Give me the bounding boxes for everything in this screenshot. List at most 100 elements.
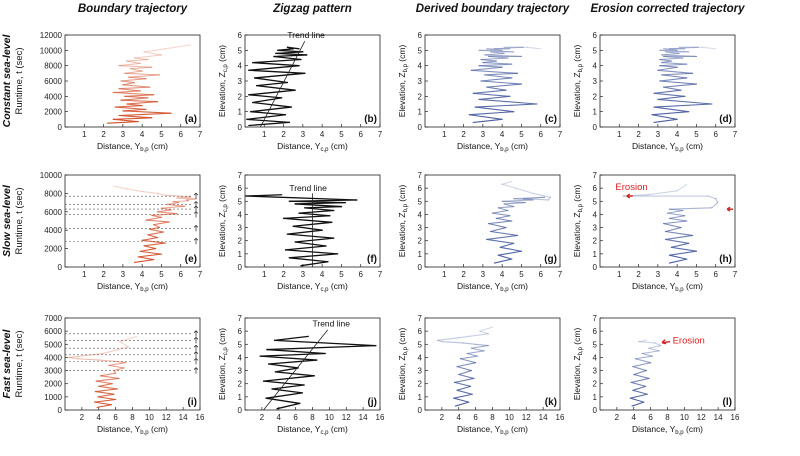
x-tick-label: 14 (359, 413, 368, 422)
panel-h: 1 2 3 4 5 6 7 0 1 2 3 4 5 6 7 Distance, Yb,p (cm) Elevat… (572, 171, 738, 293)
plot-frame (424, 317, 561, 411)
series-segment (96, 404, 112, 408)
series-segment (707, 195, 717, 200)
x-tick-label: 4 (140, 130, 145, 139)
series-segment (663, 55, 684, 59)
y-tick-label: 0 (58, 123, 63, 132)
series-segment (118, 65, 153, 68)
series-segment (118, 86, 151, 90)
x-tick-label: 7 (198, 130, 203, 139)
series-segment (486, 83, 522, 88)
panel-label: (e) (185, 254, 197, 265)
series-segment (630, 377, 650, 383)
panel-f: 1 2 3 4 5 6 7 0 1 2 3 4 5 6 7 Distance, Yc,p (cm) Elevat… (217, 171, 383, 293)
up-arrow-icon (193, 367, 199, 374)
x-tick-label: 6 (473, 413, 478, 422)
series-segment (711, 202, 719, 209)
series-segment (480, 80, 522, 85)
plot-frame (64, 174, 201, 268)
column-title-3: Derived boundary trajectory (416, 3, 570, 15)
y-tick-label: 5 (238, 197, 243, 206)
series-segment (108, 364, 125, 369)
series-segment (300, 261, 329, 267)
erosion-arrow-icon (661, 339, 671, 345)
series-group (112, 185, 197, 263)
x-tick-label: 12 (697, 413, 706, 422)
series-segment (676, 183, 688, 192)
series-segment (495, 217, 513, 222)
series-segment (522, 198, 549, 201)
series-segment (665, 234, 694, 240)
x-axis-label: Distance, Yb,p (cm) (97, 424, 168, 436)
x-tick-label: 7 (558, 270, 563, 279)
series-segment (118, 62, 141, 67)
series-segment (670, 246, 697, 252)
series-group (68, 335, 138, 408)
series-segment (462, 342, 477, 345)
panel-label: (i) (188, 397, 197, 408)
series-segment (474, 103, 538, 108)
series-segment (141, 237, 159, 241)
series-segment (470, 69, 519, 74)
series-segment (488, 223, 507, 229)
y-tick-label: 5 (418, 46, 423, 55)
series-segment (668, 258, 688, 264)
series-segment (286, 46, 300, 50)
series-segment (458, 373, 475, 380)
series-segment (126, 101, 159, 105)
series-segment (141, 191, 159, 194)
x-tick-label: 3 (121, 130, 126, 139)
up-arrow-icon (193, 237, 199, 245)
x-tick-label: 16 (556, 413, 565, 422)
y-tick-label: 1 (238, 393, 243, 402)
series-segment (458, 333, 489, 339)
series-group (622, 183, 719, 264)
y-tick-label: 5000 (44, 340, 62, 349)
y-tick-label: 0 (238, 406, 243, 415)
y-tick-label: 0 (593, 406, 598, 415)
series-segment (480, 77, 513, 82)
y-tick-label: 6 (238, 327, 243, 336)
series-segment (126, 58, 149, 62)
series-segment (113, 367, 125, 372)
series-segment (143, 245, 157, 250)
x-tick-label: 3 (481, 270, 486, 279)
column-title-4: Erosion corrected trajectory (590, 3, 745, 15)
series-segment (484, 74, 513, 79)
x-tick-label: 4 (457, 413, 462, 422)
series-segment (273, 339, 377, 347)
series-segment (133, 259, 155, 263)
y-axis-label: Elevation, Zc,p (cm) (217, 45, 229, 117)
panel-label: (b) (364, 114, 377, 125)
y-tick-label: 2 (238, 237, 243, 246)
x-tick-label: 4 (140, 270, 145, 279)
series-segment (141, 239, 166, 244)
series-segment (98, 383, 113, 387)
panel-label: (g) (544, 254, 557, 265)
series-segment (137, 256, 155, 261)
series-segment (478, 49, 515, 53)
y-tick-label: 0 (418, 123, 423, 132)
series-segment (265, 392, 304, 399)
y-tick-label: 5 (593, 197, 598, 206)
x-tick-label: 6 (113, 413, 118, 422)
series-segment (267, 363, 299, 369)
series-segment (472, 92, 511, 97)
series-segment (441, 341, 464, 344)
y-tick-label: 5 (418, 340, 423, 349)
y-axis-label: Elevation, Zb,p (cm) (397, 45, 409, 118)
series-segment (266, 348, 326, 355)
series-segment (133, 57, 149, 61)
series-segment (172, 200, 189, 203)
series-segment (120, 99, 159, 103)
series-segment (491, 212, 511, 217)
up-arrow-icon (193, 224, 199, 232)
series-segment (274, 367, 299, 373)
y-tick-label: 6 (238, 31, 243, 40)
series-segment (284, 245, 327, 251)
y-tick-label: 0 (238, 263, 243, 272)
x-tick-label: 7 (198, 270, 203, 279)
up-arrow-icon (193, 351, 199, 358)
series-segment (119, 341, 129, 348)
